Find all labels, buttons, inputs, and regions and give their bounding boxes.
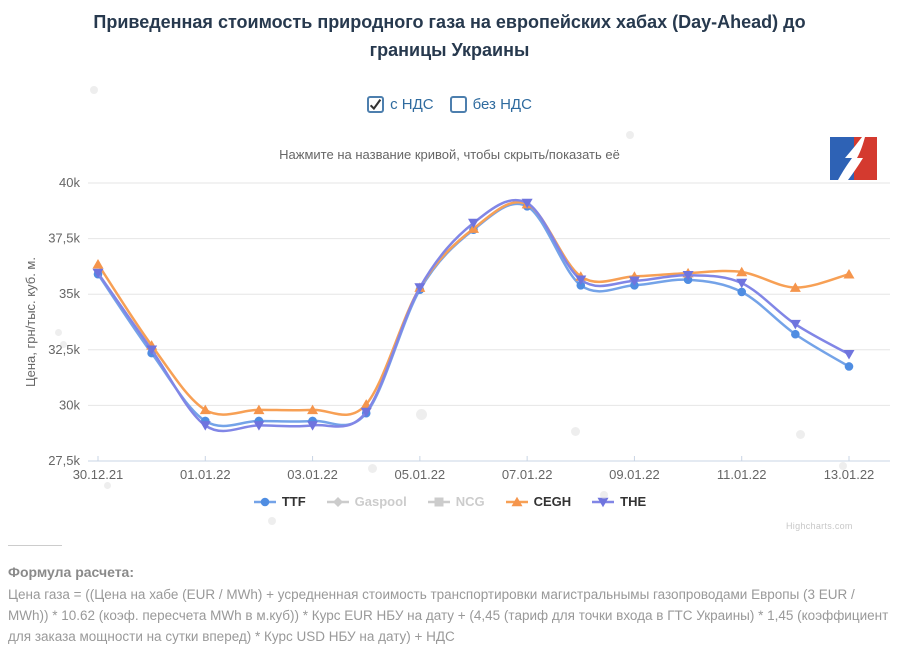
highcharts-credit[interactable]: Highcharts.com [786,521,853,531]
plot-svg[interactable]: 27,5k 30k 32,5k 35k 37,5k 40k 30.12.21 01.01.22… [0,170,899,500]
vat-toggle: с НДС без НДС [0,96,899,113]
section-divider [8,545,62,546]
noise-dot [268,517,276,525]
vat-option-label: без НДС [472,96,532,113]
series-cegh[interactable] [92,198,855,416]
noise-dot [839,462,847,470]
legend-label: Gaspool [354,494,407,509]
series-the[interactable] [92,198,855,433]
svg-text:09.01.22: 09.01.22 [609,467,660,482]
svg-text:01.01.22: 01.01.22 [180,467,231,482]
series-ttf[interactable] [93,202,854,428]
checkbox-checked-icon[interactable] [367,96,385,113]
svg-text:05.01.22: 05.01.22 [395,467,446,482]
noise-dot [796,430,805,439]
legend-item-ttf[interactable]: TTF [253,494,306,509]
svg-text:37,5k: 37,5k [48,231,80,246]
legend-item-the[interactable]: THE [591,494,646,509]
checkbox-unchecked-icon[interactable] [449,96,467,113]
triangle-up-marker-icon [505,496,528,506]
square-marker-icon [427,497,450,506]
legend-item-cegh[interactable]: CEGH [505,494,572,509]
noise-dot [104,482,111,489]
svg-text:11.01.22: 11.01.22 [717,467,767,482]
legend-item-ncg[interactable]: NCG [427,494,485,509]
noise-dot [626,131,634,139]
chart-legend: TTF Gaspool NCG CEGH THE [0,494,899,509]
price-chart[interactable]: 27,5k 30k 32,5k 35k 37,5k 40k 30.12.21 01.01.22… [0,170,899,500]
svg-text:03.01.22: 03.01.22 [287,467,338,482]
circle-marker-icon [253,497,276,506]
vat-option-0[interactable]: с НДС [367,96,434,113]
svg-text:07.01.22: 07.01.22 [502,467,553,482]
vat-option-1[interactable]: без НДС [449,96,532,113]
svg-text:30.12.21: 30.12.21 [73,467,124,482]
triangle-down-marker-icon [592,497,615,507]
legend-hint: Нажмите на название кривой, чтобы скрыть… [279,147,620,162]
brand-logo-icon [830,137,877,180]
diamond-marker-icon [326,496,349,507]
noise-dot [416,409,427,420]
legend-label: TTF [281,494,306,509]
vat-option-label: с НДС [390,96,434,113]
noise-dot [90,86,98,94]
legend-item-gaspool[interactable]: Gaspool [326,494,407,509]
noise-dot [368,464,377,473]
legend-label: CEGH [533,494,572,509]
legend-label: THE [620,494,647,509]
y-axis-labels: 27,5k 30k 32,5k 35k 37,5k 40k [48,175,80,468]
legend-label: NCG [455,494,485,509]
x-axis-ticks [97,456,850,461]
noise-dot [60,341,67,348]
svg-text:13.01.22: 13.01.22 [824,467,875,482]
formula-body: Цена газа = ((Цена на хабе (EUR / MWh) +… [8,587,889,644]
x-axis-labels: 30.12.21 01.01.22 03.01.22 05.01.22 07.01.22… [73,467,875,482]
noise-dot [571,427,580,436]
y-axis-title: Цена, грн/тыс. куб. м. [23,257,38,387]
svg-text:27,5k: 27,5k [48,453,80,468]
svg-text:40k: 40k [59,175,80,190]
noise-dot [55,329,62,336]
svg-text:32,5k: 32,5k [48,342,80,357]
svg-text:30k: 30k [59,397,80,412]
svg-text:35k: 35k [59,286,80,301]
noise-dot [600,491,608,499]
chart-title: Приведенная стоимость природного газа на… [93,12,806,60]
formula-title: Формула расчета: [8,564,135,580]
brand-logo[interactable] [830,137,877,180]
check-icon [369,99,382,111]
